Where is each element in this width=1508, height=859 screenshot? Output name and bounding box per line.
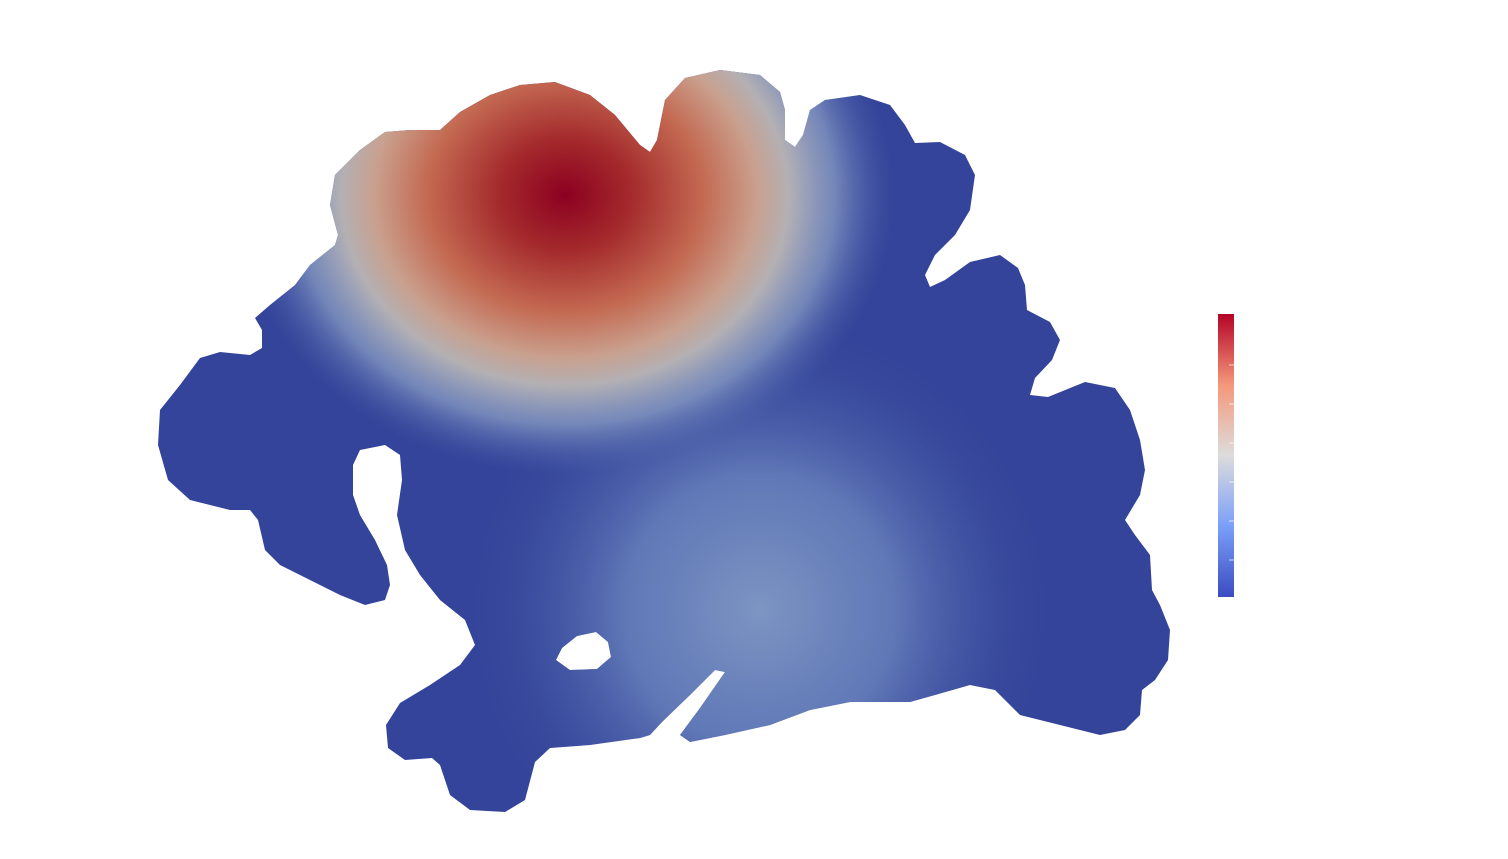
color-bar-ramp	[1218, 314, 1234, 597]
surface	[158, 70, 1170, 812]
surface-hot-spot	[158, 70, 1170, 812]
color-bar	[1218, 314, 1234, 597]
